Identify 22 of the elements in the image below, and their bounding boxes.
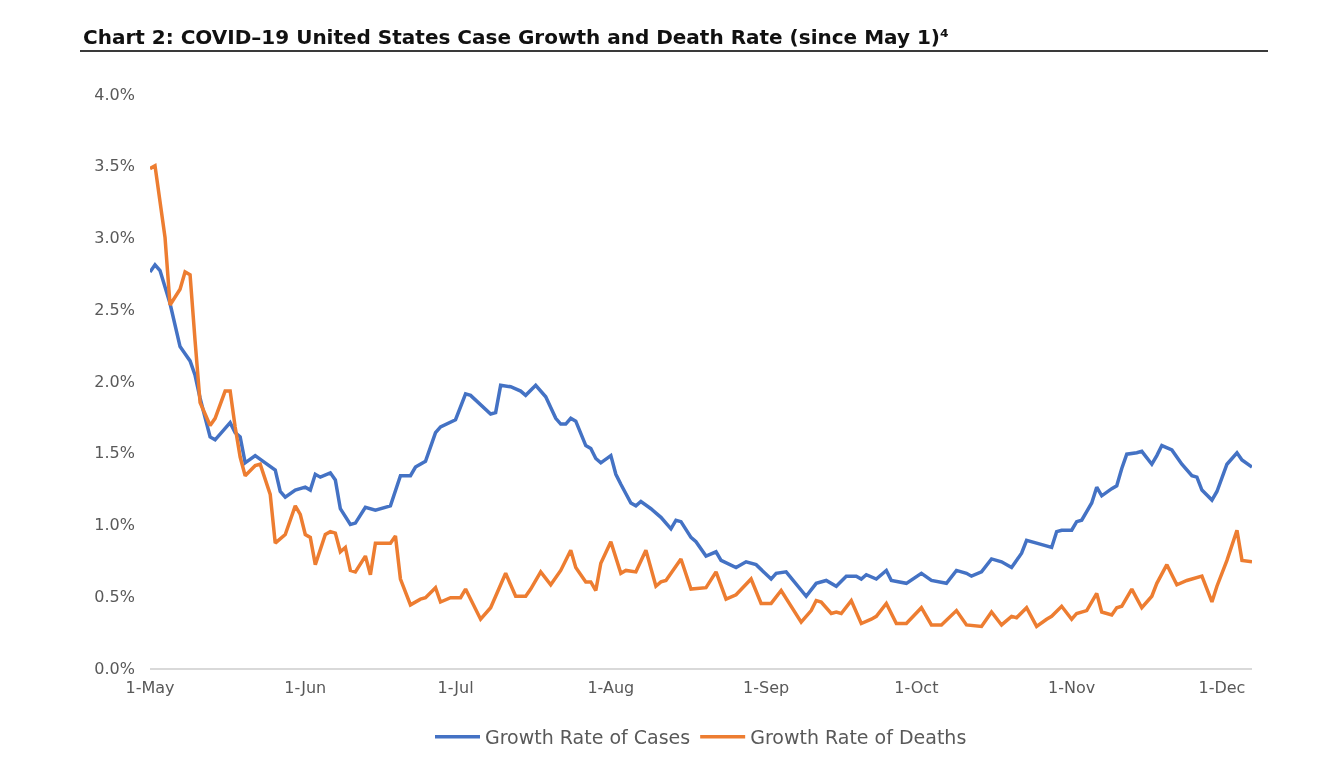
y-tick-label: 2.0%	[94, 371, 135, 391]
x-tick-label: 1-Nov	[1048, 677, 1096, 697]
x-tick-label: 1-May	[125, 677, 175, 697]
chart-title: Chart 2: COVID–19 United States Case Growth and Death Rate (since May 1)⁴	[83, 25, 949, 49]
legend-label: Growth Rate of Cases	[485, 726, 691, 749]
y-tick-label: 2.5%	[94, 299, 135, 319]
x-tick-label: 1-Jun	[284, 677, 327, 697]
y-tick-label: 0.0%	[94, 658, 135, 678]
line-series	[150, 164, 1252, 629]
y-tick-label: 3.0%	[94, 228, 135, 248]
x-tick-label: 1-Dec	[1198, 677, 1246, 697]
legend-label: Growth Rate of Deaths	[750, 726, 967, 749]
y-tick-label: 0.5%	[94, 586, 135, 606]
line-series	[150, 263, 1252, 598]
x-tick-label: 1-Aug	[587, 677, 635, 697]
x-tick-label: 1-Oct	[894, 677, 939, 697]
y-tick-label: 1.5%	[94, 443, 135, 463]
y-tick-label: 1.0%	[94, 515, 135, 535]
x-tick-label: 1-Jul	[437, 677, 474, 697]
y-tick-label: 4.0%	[94, 84, 135, 104]
x-tick-label: 1-Sep	[743, 677, 790, 697]
y-tick-label: 3.5%	[94, 156, 135, 176]
